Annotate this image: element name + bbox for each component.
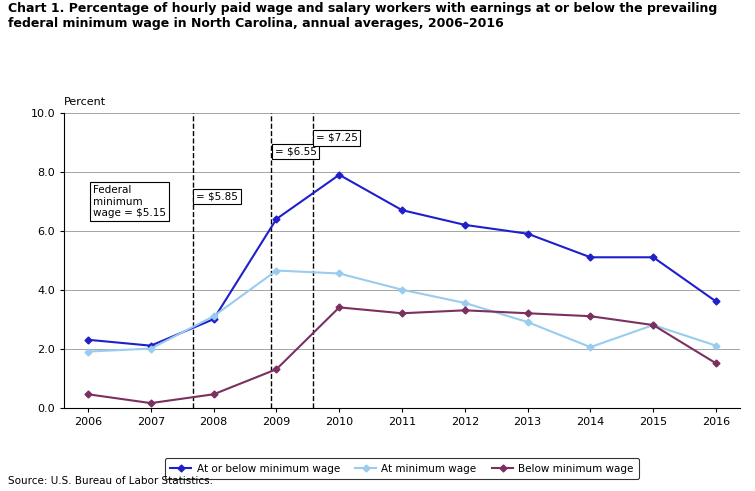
Below minimum wage <box>586 313 595 319</box>
Below minimum wage <box>84 391 93 397</box>
Text: Chart 1. Percentage of hourly paid wage and salary workers with earnings at or b: Chart 1. Percentage of hourly paid wage … <box>8 2 716 15</box>
Line: Below minimum wage: Below minimum wage <box>85 305 719 406</box>
Text: Source: U.S. Bureau of Labor Statistics.: Source: U.S. Bureau of Labor Statistics. <box>8 476 213 486</box>
Below minimum wage <box>398 310 407 316</box>
Below minimum wage <box>209 391 218 397</box>
At minimum wage <box>334 271 344 276</box>
Text: federal minimum wage in North Carolina, annual averages, 2006–2016: federal minimum wage in North Carolina, … <box>8 17 504 29</box>
Text: Federal
minimum
wage = $5.15: Federal minimum wage = $5.15 <box>93 185 166 218</box>
At or below minimum wage <box>711 299 720 304</box>
At minimum wage <box>586 344 595 350</box>
Line: At or below minimum wage: At or below minimum wage <box>85 172 719 348</box>
Below minimum wage <box>334 304 344 310</box>
At or below minimum wage <box>398 207 407 213</box>
At or below minimum wage <box>586 254 595 260</box>
At or below minimum wage <box>146 343 156 349</box>
Below minimum wage <box>711 360 720 366</box>
At minimum wage <box>711 343 720 349</box>
Below minimum wage <box>523 310 532 316</box>
Text: Percent: Percent <box>64 97 106 107</box>
Text: = $5.85: = $5.85 <box>196 192 238 202</box>
At or below minimum wage <box>272 216 281 222</box>
Below minimum wage <box>146 400 156 406</box>
At or below minimum wage <box>84 337 93 343</box>
At minimum wage <box>84 349 93 355</box>
At minimum wage <box>461 300 470 306</box>
At minimum wage <box>649 322 658 328</box>
At minimum wage <box>523 319 532 325</box>
Below minimum wage <box>649 322 658 328</box>
Line: At minimum wage: At minimum wage <box>85 268 719 354</box>
At or below minimum wage <box>334 172 344 178</box>
Below minimum wage <box>272 366 281 372</box>
At or below minimum wage <box>209 316 218 322</box>
At or below minimum wage <box>461 222 470 228</box>
Text: = $6.55: = $6.55 <box>275 146 316 156</box>
At minimum wage <box>209 313 218 319</box>
At or below minimum wage <box>649 254 658 260</box>
At minimum wage <box>272 268 281 273</box>
Text: = $7.25: = $7.25 <box>316 133 358 143</box>
At minimum wage <box>398 287 407 293</box>
Below minimum wage <box>461 307 470 313</box>
Legend: At or below minimum wage, At minimum wage, Below minimum wage: At or below minimum wage, At minimum wag… <box>165 459 639 479</box>
At or below minimum wage <box>523 231 532 237</box>
At minimum wage <box>146 346 156 352</box>
